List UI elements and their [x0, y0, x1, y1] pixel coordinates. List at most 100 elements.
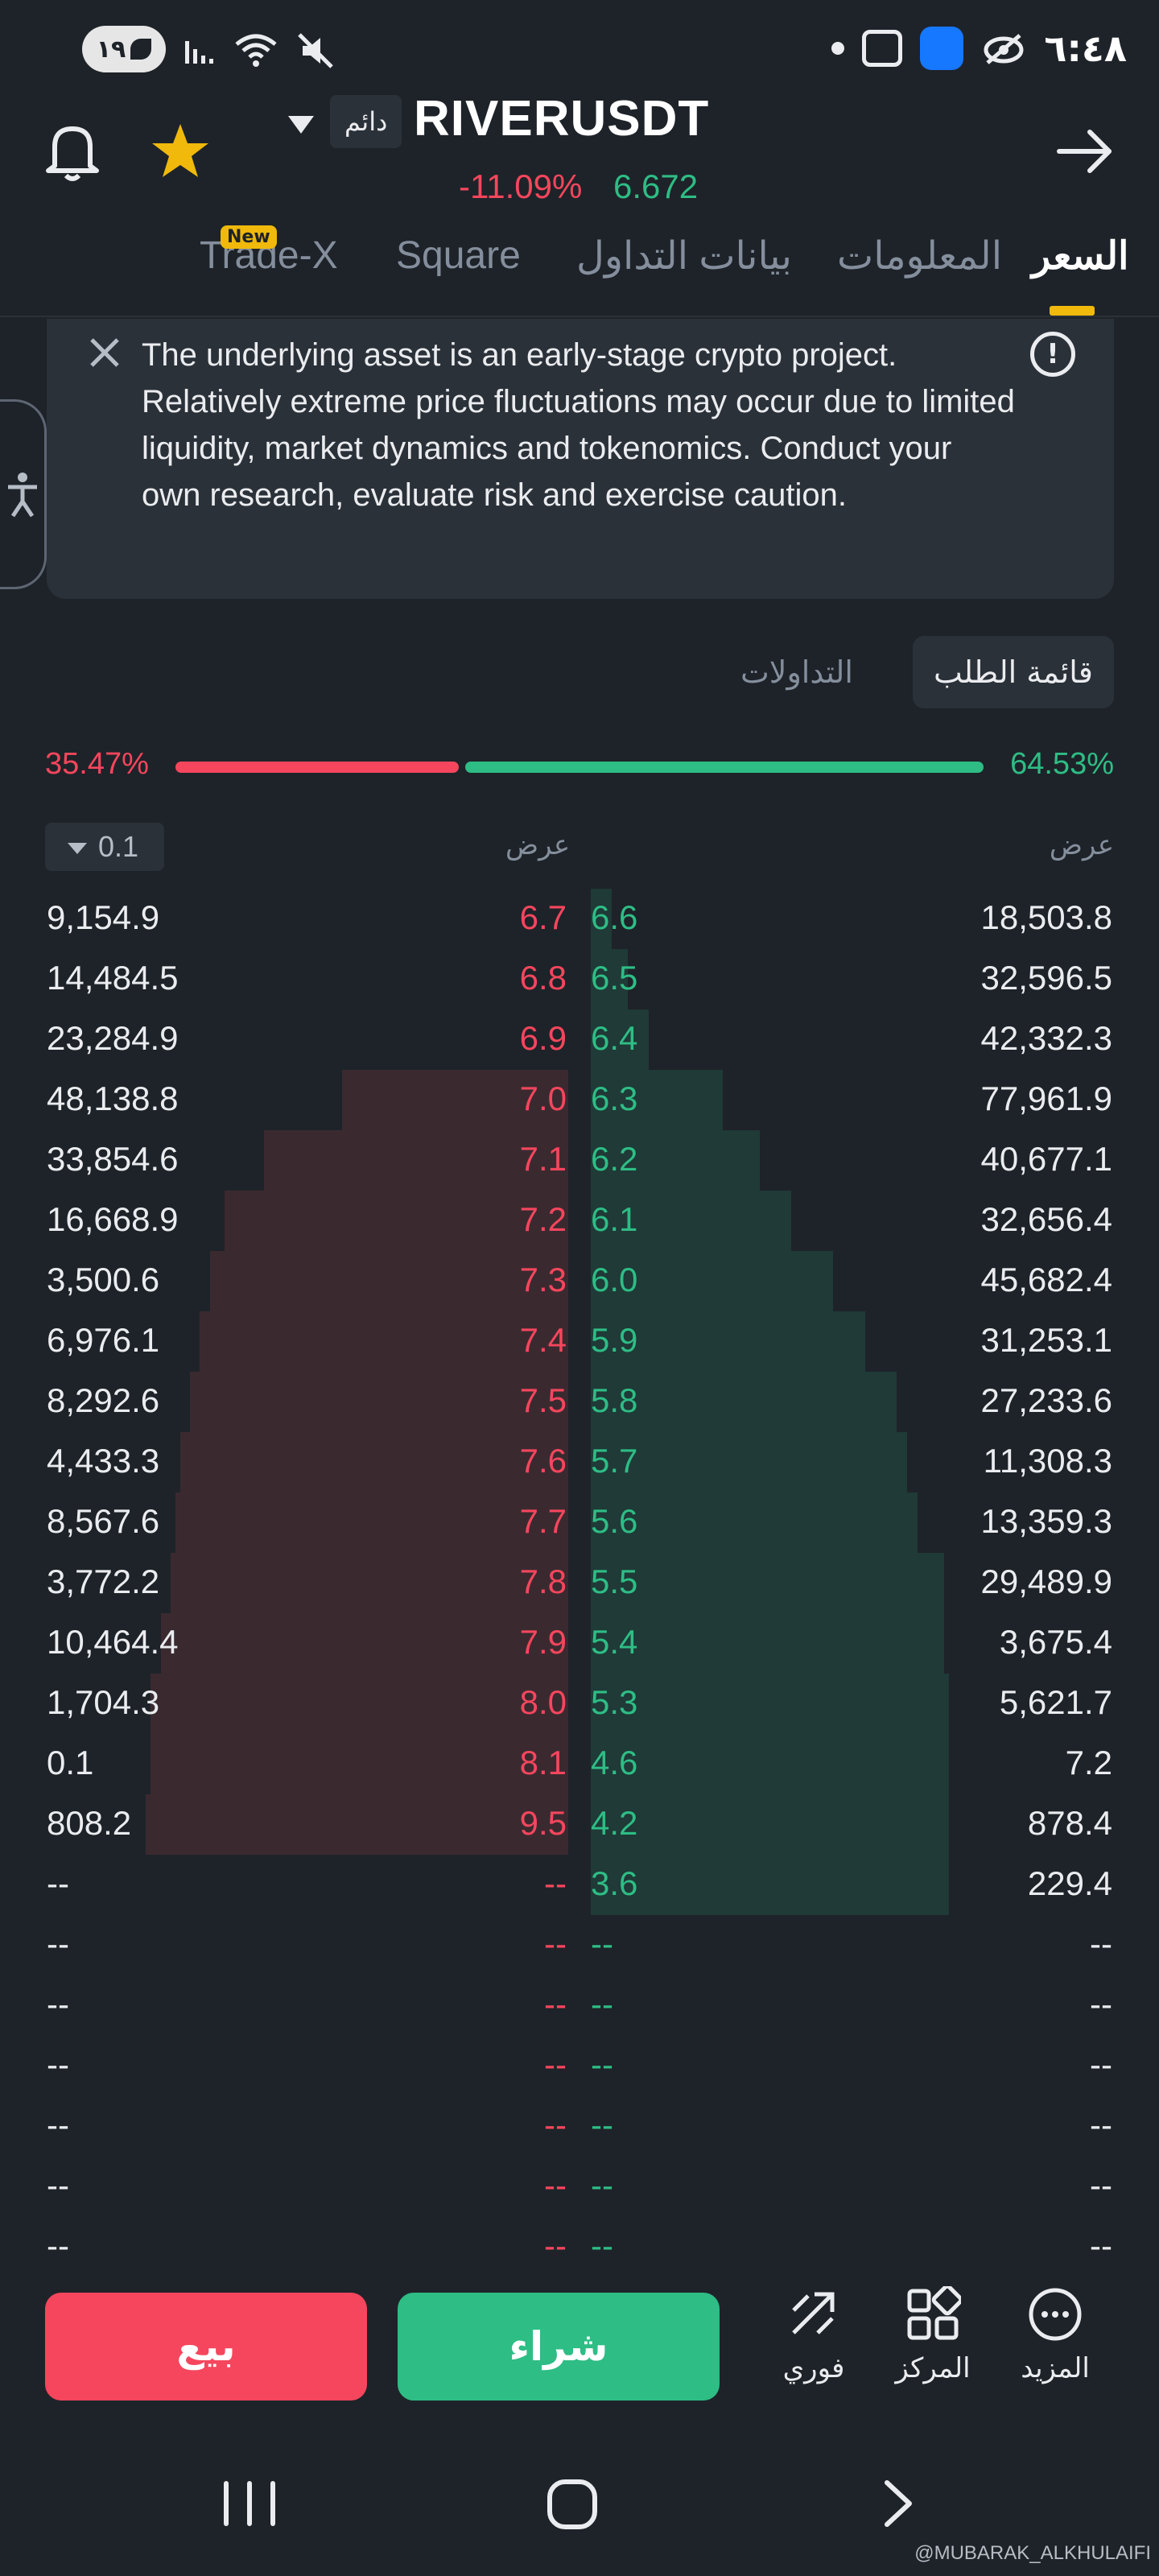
- order-book-row[interactable]: 1,704.3 8.0 5.3 5,621.7: [0, 1674, 1159, 1734]
- battery-level: ١٩: [96, 35, 126, 64]
- wifi-icon: [235, 34, 277, 67]
- order-book-row[interactable]: 16,668.9 7.2 6.1 32,656.4: [0, 1191, 1159, 1251]
- more-action[interactable]: المزيد: [1003, 2286, 1107, 2384]
- tab-trades[interactable]: التداولات: [740, 654, 853, 690]
- bell-icon[interactable]: [42, 119, 103, 184]
- order-book-row[interactable]: 9,154.9 6.7 6.6 18,503.8: [0, 889, 1159, 949]
- tab-info[interactable]: المعلومات: [837, 235, 1003, 278]
- order-book-row[interactable]: -- -- -- --: [0, 2217, 1159, 2277]
- bid-quantity: 5,621.7: [999, 1683, 1112, 1721]
- bid-quantity: 29,489.9: [980, 1563, 1113, 1600]
- recent-apps-icon[interactable]: [224, 2481, 275, 2526]
- bid-price: 6.1: [591, 1200, 638, 1238]
- bid-quantity: 13,359.3: [980, 1502, 1113, 1540]
- order-book-row[interactable]: 14,484.5 6.8 6.5 32,596.5: [0, 949, 1159, 1009]
- precision-value: 0.1: [98, 830, 139, 863]
- bid-depth-bar: [591, 1553, 944, 1613]
- order-book-row[interactable]: 8,567.6 7.7 5.6 13,359.3: [0, 1492, 1159, 1553]
- bid-price: 3.6: [591, 1864, 638, 1902]
- symbol-dropdown-icon[interactable]: [287, 113, 316, 137]
- info-icon[interactable]: !: [1030, 332, 1075, 377]
- status-right: ٦:٤٨: [831, 24, 1127, 72]
- tab-order-book[interactable]: قائمة الطلب: [913, 636, 1114, 708]
- symbol-title[interactable]: RIVERUSDT: [414, 91, 710, 147]
- bid-price: 6.3: [591, 1080, 638, 1117]
- ask-quantity: 9,154.9: [47, 898, 160, 936]
- bid-price: 6.4: [591, 1019, 638, 1057]
- ask-depth-bar: [225, 1191, 568, 1251]
- ask-price: --: [544, 2106, 567, 2144]
- bid-price: 5.5: [591, 1563, 638, 1600]
- order-book-row[interactable]: 6,976.1 7.4 5.9 31,253.1: [0, 1311, 1159, 1372]
- buy-button[interactable]: شراء: [398, 2293, 720, 2401]
- price-change: -11.09%: [459, 167, 583, 205]
- sell-button[interactable]: بيع: [45, 2293, 367, 2401]
- ask-price: 8.0: [519, 1683, 567, 1721]
- order-book-row[interactable]: -- -- -- --: [0, 2157, 1159, 2217]
- ask-quantity: --: [47, 2166, 69, 2204]
- ask-price: 7.0: [519, 1080, 567, 1117]
- bid-quantity: 42,332.3: [980, 1019, 1113, 1057]
- ask-price: 7.6: [519, 1442, 567, 1480]
- positions-action[interactable]: المركز: [881, 2284, 985, 2384]
- bid-quantity: 18,503.8: [980, 898, 1113, 936]
- ask-price: 8.1: [519, 1744, 567, 1781]
- ask-price: 7.5: [519, 1381, 567, 1419]
- ask-column-header: عرض: [505, 829, 571, 861]
- buy-ratio-bar: [465, 762, 984, 773]
- spot-action[interactable]: فوري: [761, 2286, 866, 2384]
- order-book-row[interactable]: 4,433.3 7.6 5.7 11,308.3: [0, 1432, 1159, 1492]
- tab-price[interactable]: السعر: [1032, 235, 1129, 278]
- power-saving-icon: [130, 39, 152, 60]
- order-book-row[interactable]: 808.2 9.5 4.2 878.4: [0, 1794, 1159, 1855]
- order-book-row[interactable]: 0.1 8.1 4.6 7.2: [0, 1734, 1159, 1794]
- bid-quantity: --: [1090, 1985, 1112, 2023]
- status-bar: ١٩ ٦:٤٨: [0, 0, 1159, 97]
- app-notification-icon: [920, 27, 964, 70]
- bid-quantity: --: [1090, 2106, 1112, 2144]
- order-book-row[interactable]: 33,854.6 7.1 6.2 40,677.1: [0, 1130, 1159, 1191]
- order-book-row[interactable]: -- -- -- --: [0, 2036, 1159, 2096]
- bid-quantity: 7.2: [1065, 1744, 1112, 1781]
- favorite-star-icon[interactable]: [150, 121, 211, 182]
- bid-quantity: --: [1090, 2227, 1112, 2264]
- accessibility-icon: [8, 473, 37, 518]
- active-tab-indicator: [1050, 306, 1095, 316]
- ask-price: --: [544, 1985, 567, 2023]
- back-arrow-icon[interactable]: [1053, 122, 1117, 180]
- bid-price: 5.3: [591, 1683, 638, 1721]
- precision-select[interactable]: 0.1: [45, 823, 164, 871]
- ask-quantity: 48,138.8: [47, 1080, 179, 1117]
- bid-quantity: --: [1090, 2046, 1112, 2083]
- order-book-row[interactable]: 3,500.6 7.3 6.0 45,682.4: [0, 1251, 1159, 1311]
- ask-price: 9.5: [519, 1804, 567, 1842]
- bid-quantity: 31,253.1: [980, 1321, 1113, 1359]
- ask-quantity: 33,854.6: [47, 1140, 179, 1178]
- close-icon[interactable]: [87, 335, 122, 370]
- order-book-row[interactable]: -- -- -- --: [0, 1915, 1159, 1975]
- order-book-row[interactable]: -- -- -- --: [0, 2096, 1159, 2157]
- order-book-row[interactable]: 48,138.8 7.0 6.3 77,961.9: [0, 1070, 1159, 1130]
- signal-icon: [185, 41, 213, 64]
- order-book-row[interactable]: -- -- -- --: [0, 1975, 1159, 2036]
- order-book-row[interactable]: 8,292.6 7.5 5.8 27,233.6: [0, 1372, 1159, 1432]
- accessibility-handle[interactable]: [0, 399, 47, 589]
- tab-square[interactable]: Square: [396, 234, 521, 277]
- nav-back-icon[interactable]: [877, 2479, 918, 2528]
- ask-depth-bar: [200, 1311, 568, 1372]
- new-badge: New: [221, 225, 277, 249]
- ask-depth-bar: [151, 1674, 568, 1734]
- ask-quantity: 23,284.9: [47, 1019, 179, 1057]
- order-book-row[interactable]: 10,464.4 7.9 5.4 3,675.4: [0, 1613, 1159, 1674]
- tab-trading-data[interactable]: بيانات التداول: [576, 235, 793, 278]
- bid-quantity: 32,596.5: [980, 959, 1113, 997]
- bid-price: --: [591, 2106, 613, 2144]
- bid-depth-bar: [591, 889, 612, 949]
- order-book-row[interactable]: 23,284.9 6.9 6.4 42,332.3: [0, 1009, 1159, 1070]
- bid-depth-bar: [591, 1492, 918, 1553]
- home-icon[interactable]: [547, 2479, 597, 2529]
- bid-depth-bar: [591, 1070, 723, 1130]
- order-book-row[interactable]: 3,772.2 7.8 5.5 29,489.9: [0, 1553, 1159, 1613]
- order-book-row[interactable]: -- -- 3.6 229.4: [0, 1855, 1159, 1915]
- ask-quantity: 14,484.5: [47, 959, 179, 997]
